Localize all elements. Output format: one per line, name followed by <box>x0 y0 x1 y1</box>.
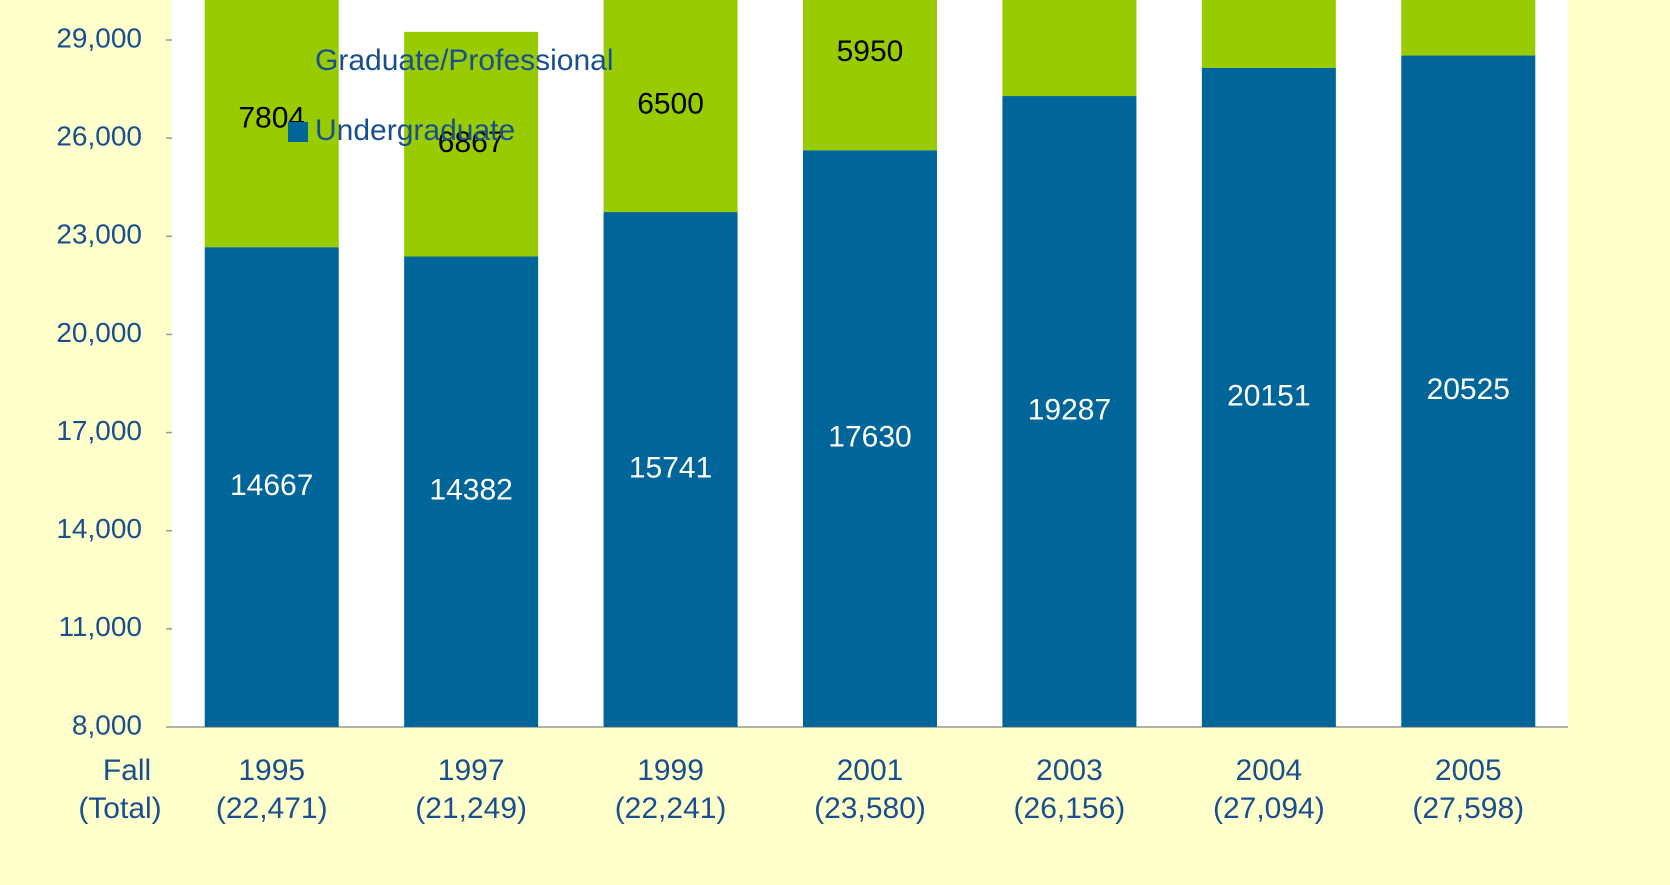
value-label: 14382 <box>429 474 512 507</box>
bar-segment <box>803 0 937 151</box>
x-tick-sublabel: (23,580) <box>814 792 926 825</box>
x-tick-sublabel: (26,156) <box>1014 792 1126 825</box>
y-tick-label: 11,000 <box>58 611 142 642</box>
x-tick-label: 1995 <box>238 754 305 787</box>
bar-segment <box>1201 0 1336 68</box>
y-tick-label: 17,000 <box>56 415 142 446</box>
value-label: 20151 <box>1227 379 1310 412</box>
bar-segment <box>1401 0 1536 56</box>
y-tick-label: 26,000 <box>56 121 142 152</box>
y-tick-label: 29,000 <box>56 22 142 53</box>
bar-segment <box>1002 96 1137 728</box>
x-tick-label: 2004 <box>1235 754 1302 787</box>
legend-label: Graduate/Professional <box>315 44 614 77</box>
x-label: (Total) <box>78 792 161 825</box>
value-label: 14667 <box>230 469 313 502</box>
value-label: 20525 <box>1427 373 1510 406</box>
x-tick-label: 2003 <box>1036 754 1103 787</box>
y-tick-label: 14,000 <box>56 513 142 544</box>
x-tick-sublabel: (21,249) <box>415 792 527 825</box>
bar-segment <box>1201 67 1336 728</box>
x-tick-label: 2001 <box>837 754 904 787</box>
value-label: 19287 <box>1028 393 1111 426</box>
value-label: 5950 <box>837 35 904 68</box>
value-label: 6500 <box>637 88 704 121</box>
legend-swatch <box>288 122 308 142</box>
bar-segment <box>603 212 738 727</box>
x-tick-sublabel: (27,094) <box>1213 792 1325 825</box>
value-label: 15741 <box>629 451 712 484</box>
bar-segment <box>603 0 738 213</box>
x-tick-label: 1999 <box>637 754 704 787</box>
bar-segment <box>404 256 539 727</box>
x-tick-sublabel: (27,598) <box>1412 792 1524 825</box>
bar-segment <box>1401 55 1536 727</box>
bar-segment <box>803 150 937 728</box>
x-label: Fall <box>103 754 151 787</box>
bar-segment <box>204 247 339 727</box>
value-label: 6867 <box>438 126 505 159</box>
x-tick-sublabel: (22,471) <box>216 792 328 825</box>
y-tick-label: 20,000 <box>56 317 142 348</box>
y-tick-label: 8,000 <box>72 709 142 740</box>
x-tick-label: 2005 <box>1435 754 1502 787</box>
x-tick-label: 1997 <box>438 754 505 787</box>
bar-segment <box>204 0 339 248</box>
legend-swatch <box>288 52 308 72</box>
value-label: 17630 <box>828 421 911 454</box>
bar-segment <box>1002 0 1137 97</box>
bar-segment <box>404 31 539 257</box>
legend-label: Undergraduate <box>315 114 515 147</box>
x-tick-sublabel: (22,241) <box>615 792 727 825</box>
y-tick-label: 23,000 <box>56 219 142 250</box>
